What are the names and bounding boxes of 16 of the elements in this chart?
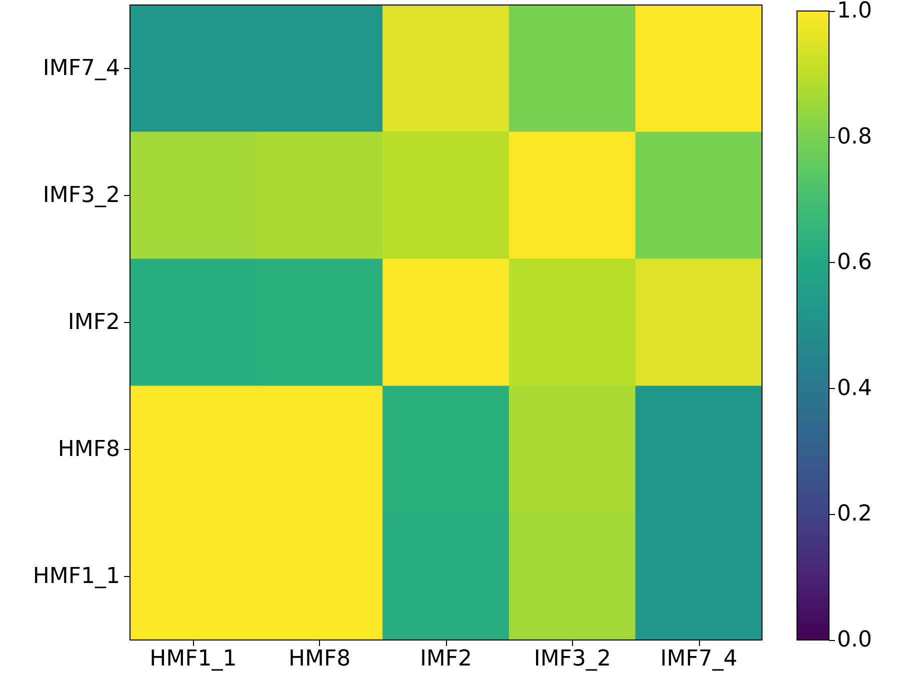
- y-tick-label: HMF1_1: [32, 564, 120, 589]
- y-tick-label: IMF3_2: [42, 183, 120, 208]
- y-tick-label: IMF2: [68, 310, 120, 335]
- x-tick-label: IMF3_2: [534, 646, 611, 672]
- color-bar-label: 0.8: [837, 124, 872, 150]
- y-tick-label: IMF7_4: [42, 56, 120, 81]
- color-bar-label: 1.0: [837, 0, 872, 24]
- color-bar-label: 0.6: [837, 250, 872, 276]
- x-tick-label: HMF8: [288, 646, 351, 672]
- y-tick-label: HMF8: [58, 437, 120, 462]
- color-bar-label: 0.0: [837, 628, 872, 652]
- color-bar-label: 0.2: [837, 502, 872, 527]
- x-tick-label: HMF1_1: [150, 646, 237, 672]
- x-tick-label: IMF2: [420, 646, 472, 672]
- color-bar-label: 0.4: [837, 376, 872, 401]
- x-tick-label: IMF7_4: [660, 646, 738, 672]
